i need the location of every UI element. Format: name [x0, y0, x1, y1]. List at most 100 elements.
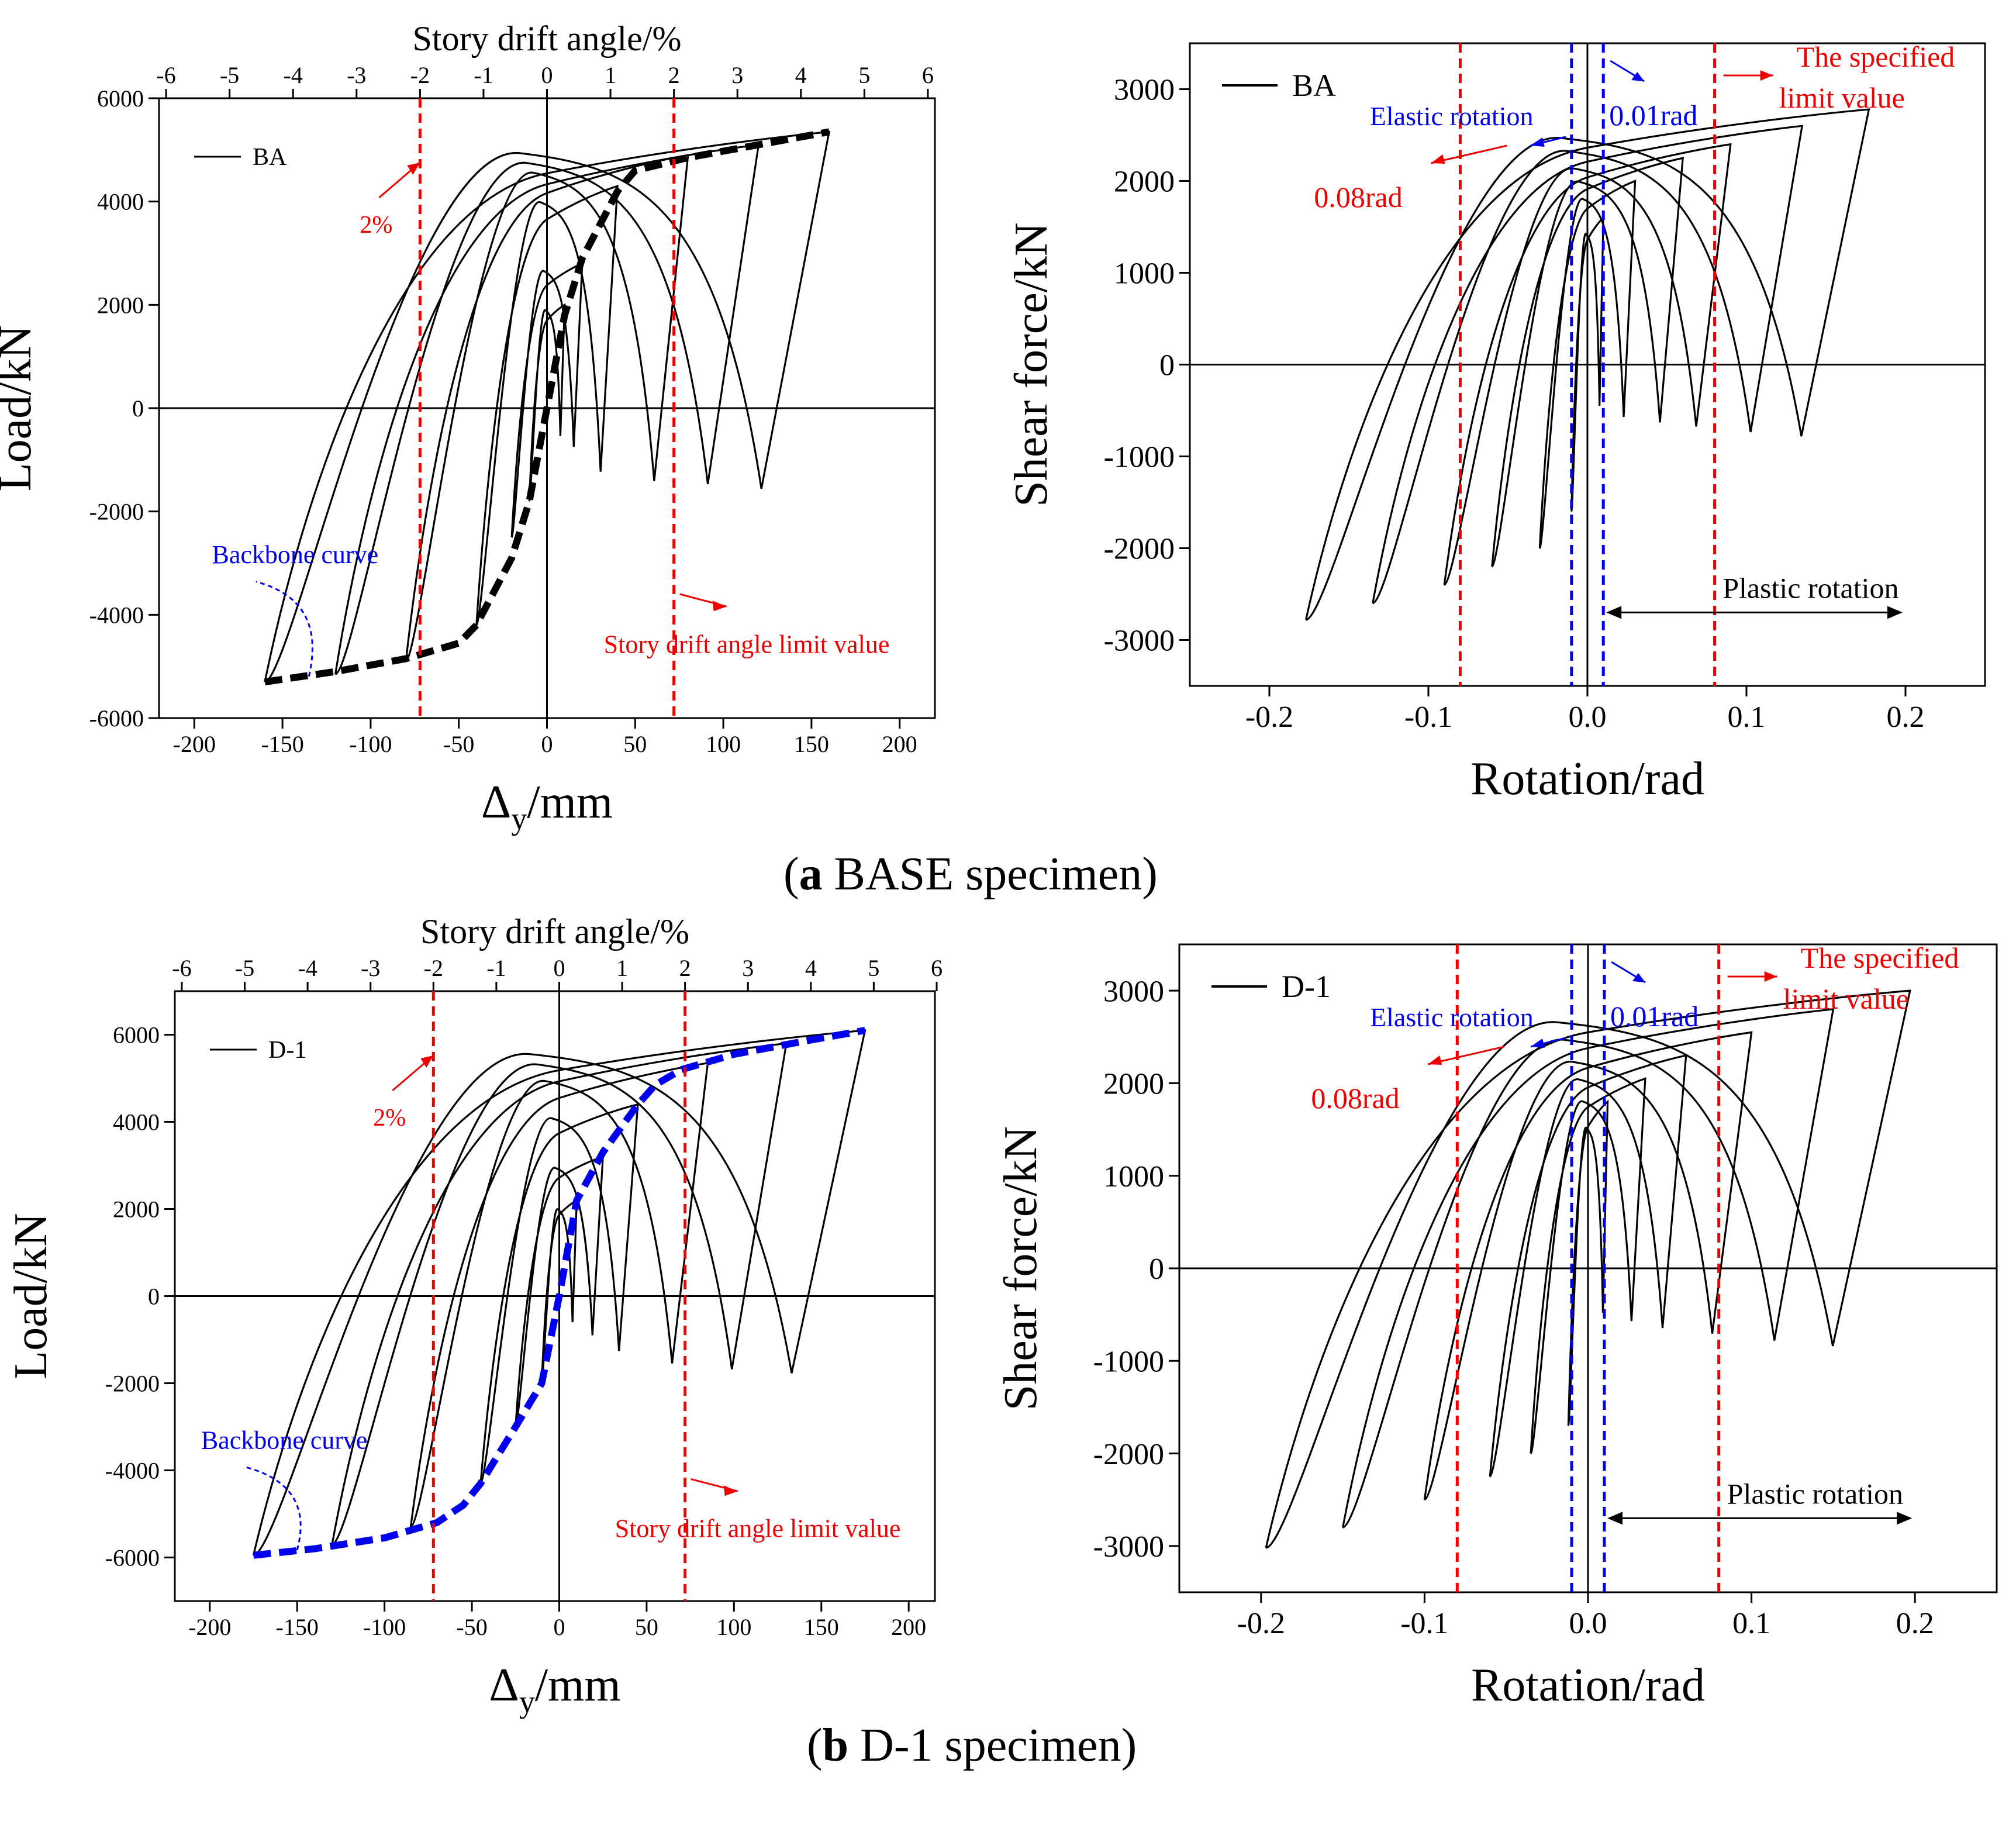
x-tick-label: 0.1 [1732, 1607, 1770, 1640]
top-axis-title: Story drift angle/% [420, 912, 689, 951]
y-tick-label: 4000 [113, 1109, 160, 1136]
x-tick-label: 0.2 [1896, 1607, 1934, 1640]
x-tick-label: 150 [794, 731, 829, 757]
elastic-label: Elastic rotation [1370, 101, 1534, 131]
x-tick-label: 50 [623, 731, 647, 757]
y-tick-label: -1000 [1104, 441, 1175, 474]
x-tick-label: -150 [261, 731, 303, 757]
plastic-rad-arrow-head [1431, 154, 1445, 164]
top-tick-label: -2 [410, 62, 430, 88]
plastic-rotation-head-left [1606, 606, 1622, 619]
hysteresis-loop-5 [334, 143, 760, 675]
hysteresis-loop-4 [1443, 143, 1732, 586]
plastic-rotation-label: Plastic rotation [1727, 1477, 1903, 1510]
x-axis-title: Δy/mm [489, 1660, 620, 1719]
x-tick-label: 0 [541, 731, 553, 757]
percent-label: 2% [360, 212, 392, 239]
plastic-rotation-head-right [1887, 606, 1903, 619]
hysteresis-loop-6 [1265, 989, 1911, 1549]
hysteresis-loop-1 [1570, 215, 1604, 512]
x-tick-label: -0.1 [1400, 1607, 1448, 1640]
x-tick-label: 0.2 [1887, 701, 1925, 734]
top-tick-label: -5 [220, 62, 239, 88]
legend-label: BA [253, 144, 287, 171]
percent-arrow-head [407, 163, 420, 175]
backbone-label: Backbone curve [212, 540, 378, 569]
hysteresis-loop-5 [1372, 125, 1804, 605]
top-tick-label: 2 [679, 955, 691, 981]
hysteresis-loop-2 [1538, 180, 1637, 550]
hysteresis-loop-4 [409, 1062, 709, 1528]
limit-label: Story drift angle limit value [604, 630, 890, 659]
percent-arrow-head [420, 1055, 434, 1068]
specified-arrow-head [1764, 971, 1777, 982]
x-tick-label: 200 [882, 731, 917, 757]
top-tick-label: 3 [731, 62, 743, 88]
limit-arrow-head [712, 601, 727, 612]
backbone-curve [253, 1027, 866, 1559]
top-tick-label: 1 [605, 62, 616, 88]
x-tick-label: -100 [363, 1614, 406, 1640]
specified-label-2: limit value [1779, 81, 1905, 114]
legend-label: D-1 [268, 1037, 306, 1064]
top-tick-label: -4 [284, 62, 303, 88]
panel-a-right-shear-rotation: -0.2 -0.1 0.0 0.1 0.2 -3000 -2000 -1000 0 1000 200… [1006, 40, 1986, 805]
caption-a-letter: a [799, 848, 823, 900]
y-tick-label: 2000 [113, 1196, 160, 1223]
specified-arrow-head [1760, 70, 1773, 81]
caption-a-text: BASE specimen [822, 848, 1142, 900]
x-tick-label: 0.0 [1569, 1607, 1607, 1640]
x-tick-label: 0.1 [1728, 701, 1766, 734]
hysteresis-loop-2 [510, 262, 584, 539]
hysteresis-loop-1 [540, 1198, 578, 1385]
y-tick-label: 0 [148, 1284, 160, 1310]
x-tick-label: -50 [443, 731, 474, 757]
plastic-rad-arrow-head [1428, 1055, 1442, 1065]
top-tick-label: -4 [298, 955, 317, 981]
top-tick-label: -2 [424, 955, 443, 981]
y-tick-label: -3000 [1093, 1530, 1164, 1564]
x-tick-label: -0.2 [1245, 701, 1293, 734]
panel-b-left-load-displacement: -200 -150 -100 -50 0 50 100 150 200-6000-4000-20… [5, 912, 943, 1719]
y-tick-label: 0 [132, 395, 144, 422]
top-tick-label: 6 [922, 62, 934, 88]
hysteresis-loop-2 [1530, 1077, 1646, 1455]
plastic-rad-label: 0.08rad [1311, 1082, 1399, 1115]
plastic-rad-label: 0.08rad [1314, 181, 1402, 213]
top-tick-label: 2 [668, 62, 680, 88]
hysteresis-loop-1 [528, 303, 566, 502]
elastic-rad-label: 0.01rad [1609, 99, 1697, 132]
x-tick-label: -200 [173, 731, 216, 757]
elastic-arrow-head [1530, 137, 1545, 147]
y-axis-title: Load/kN [0, 325, 41, 491]
x-tick-label: 150 [804, 1614, 839, 1640]
caption-a: (a BASE specimen) [783, 848, 1158, 900]
top-tick-label: -3 [347, 62, 366, 88]
y-tick-label: -3000 [1104, 625, 1175, 658]
x-tick-label: 200 [891, 1614, 926, 1640]
y-tick-label: 6000 [113, 1022, 160, 1048]
y-tick-label: 6000 [97, 85, 144, 112]
y-tick-label: -4000 [89, 602, 144, 628]
y-axis-title: Shear force/kN [995, 1126, 1047, 1410]
plastic-rotation-head-left [1607, 1512, 1623, 1525]
elastic-rad-arrow-head [1632, 973, 1645, 982]
y-tick-label: -6000 [105, 1545, 160, 1571]
top-tick-label: -6 [156, 62, 175, 88]
plastic-rotation-head-right [1897, 1512, 1913, 1525]
hysteresis-loop-2 [515, 1155, 604, 1428]
top-tick-label: 5 [858, 62, 870, 88]
elastic-label: Elastic rotation [1370, 1002, 1534, 1032]
specified-label-1: The specified [1801, 941, 1959, 974]
y-tick-label: 1000 [1114, 257, 1175, 291]
y-tick-label: 1000 [1103, 1160, 1164, 1193]
hysteresis-loop-3 [1489, 1054, 1687, 1478]
limit-arrow-head [723, 1485, 738, 1496]
top-tick-label: 1 [616, 955, 628, 981]
hysteresis-loop-6 [264, 130, 831, 683]
specified-label-2: limit value [1783, 982, 1909, 1015]
top-tick-label: -5 [235, 955, 254, 981]
y-tick-label: -2000 [1093, 1438, 1164, 1471]
caption-b-text: D-1 specimen [848, 1720, 1121, 1771]
caption-b-letter: b [822, 1720, 849, 1771]
